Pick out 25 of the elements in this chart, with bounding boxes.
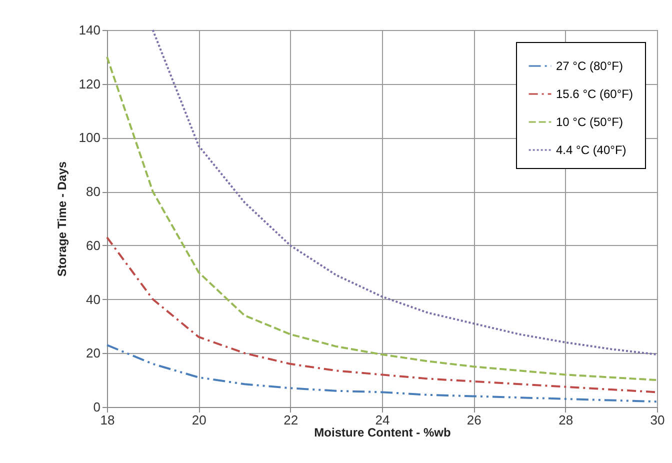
x-axis-title: Moisture Content - %wb [314,426,451,440]
y-tick-label: 60 [86,238,100,253]
legend-label: 10 °C (50°F) [556,115,623,129]
y-tick-label: 80 [86,184,100,200]
y-tick-label: 40 [86,292,100,307]
y-tick-label: 120 [78,76,100,92]
x-tick-label: 18 [100,412,115,428]
x-tick-label: 26 [466,412,482,428]
line-series [106,344,658,403]
y-tick-label: 0 [93,400,100,414]
x-tick-label: 24 [375,412,390,428]
line-series [152,29,658,356]
y-tick-label: 100 [78,130,100,146]
line-series [106,236,658,394]
y-tick-label: 20 [86,346,100,361]
x-tick-label: 28 [558,412,574,428]
line-series [106,56,658,382]
legend-label: 4.4 °C (40°F) [556,143,626,157]
x-tick-label: 30 [650,412,665,428]
x-tick-label: 20 [192,412,206,428]
y-axis-title: Storage Time - Days [54,161,69,277]
y-tick-label: 140 [78,22,100,38]
legend-label: 27 °C (80°F) [556,59,623,73]
x-tick-label: 22 [284,412,298,428]
legend-label: 15.6 °C (60°F) [556,87,633,101]
